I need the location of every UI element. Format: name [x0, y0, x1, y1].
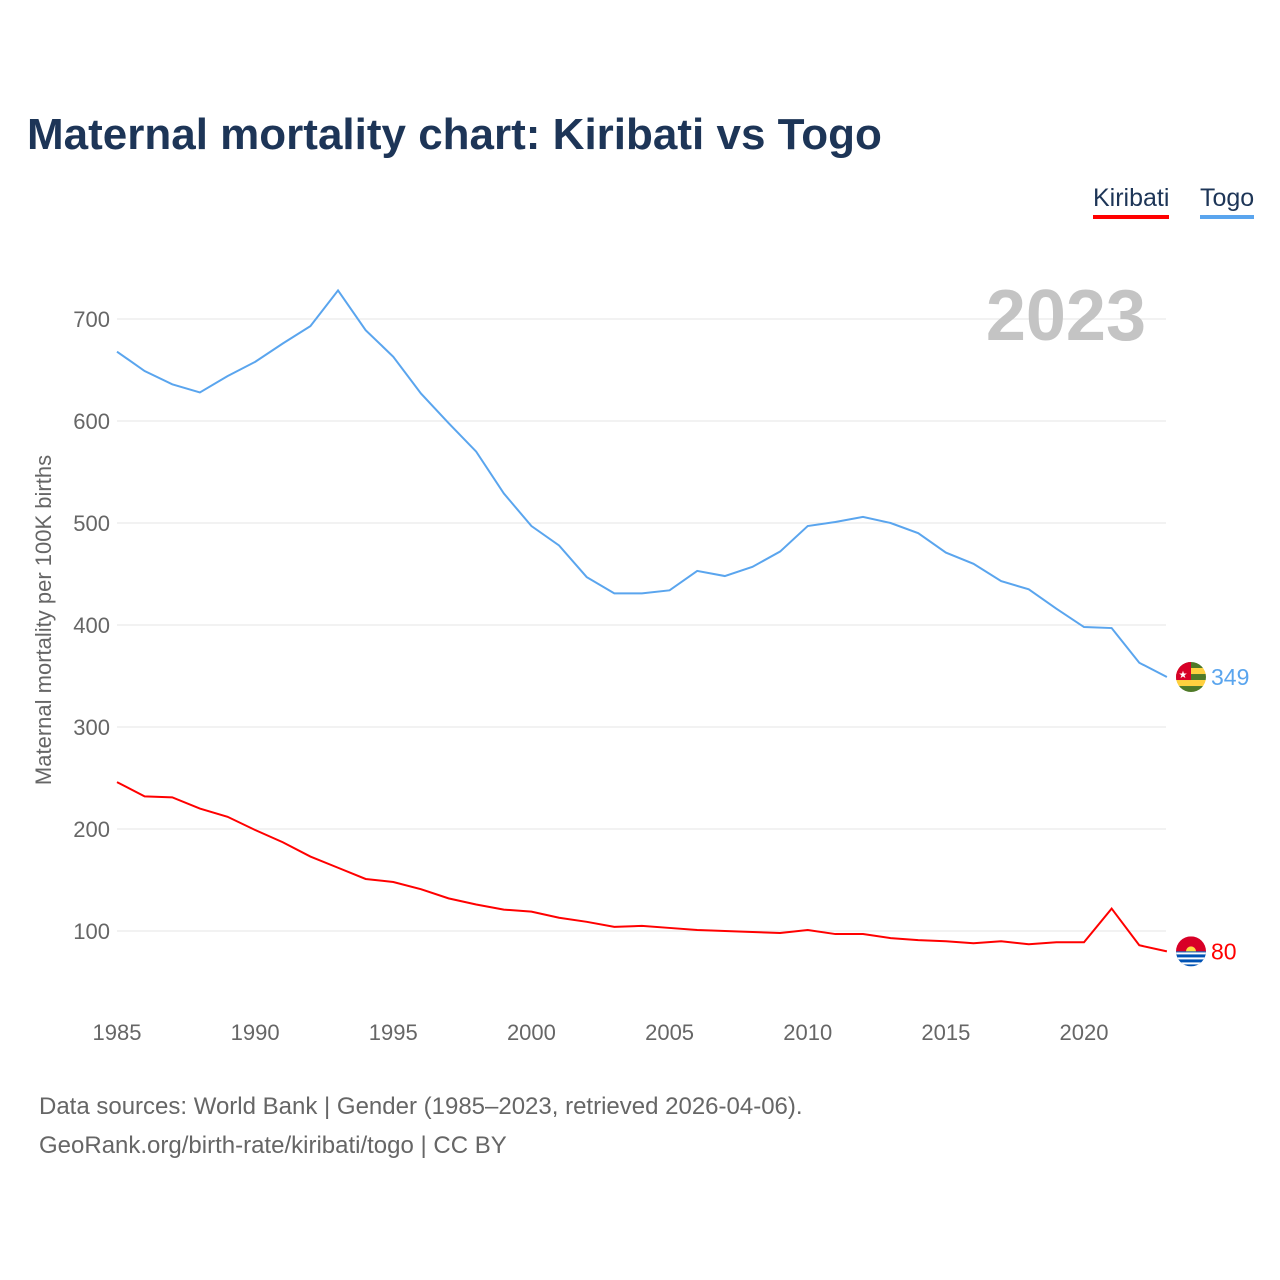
kiribati-flag-icon — [1176, 936, 1206, 967]
x-tick-label: 1995 — [369, 1020, 418, 1045]
end-value-label-togo: 349 — [1211, 664, 1249, 690]
footer-link[interactable]: GeoRank.org/birth-rate/kiribati/togo | C… — [39, 1132, 507, 1159]
series-line-togo — [116, 288, 1168, 678]
y-tick-label: 600 — [73, 409, 110, 434]
footer: Data sources: World Bank | Gender (1985–… — [39, 1087, 803, 1165]
y-axis-label: Maternal mortality per 100K births — [31, 455, 56, 785]
y-tick-label: 400 — [73, 613, 110, 638]
series-line-kiribati — [116, 781, 1168, 953]
y-tick-label: 500 — [73, 511, 110, 536]
x-tick-label: 2020 — [1060, 1020, 1109, 1045]
x-tick-label: 1990 — [231, 1020, 280, 1045]
chart-title: Maternal mortality chart: Kiribati vs To… — [27, 110, 882, 159]
year-watermark: 2023 — [986, 276, 1146, 356]
footer-sources: Data sources: World Bank | Gender (1985–… — [39, 1093, 803, 1120]
togo-flag-icon: ★ — [1176, 662, 1206, 693]
x-tick-label: 2000 — [507, 1020, 556, 1045]
y-tick-label: 700 — [73, 307, 110, 332]
x-tick-label: 1985 — [93, 1020, 142, 1045]
y-tick-label: 100 — [73, 919, 110, 944]
x-tick-label: 2010 — [783, 1020, 832, 1045]
svg-text:★: ★ — [1179, 670, 1188, 681]
x-tick-label: 2005 — [645, 1020, 694, 1045]
end-value-label-kiribati: 80 — [1211, 938, 1237, 964]
x-tick-label: 2015 — [921, 1020, 970, 1045]
y-tick-label: 300 — [73, 715, 110, 740]
legend-togo[interactable]: Togo — [1200, 184, 1255, 219]
y-tick-label: 200 — [73, 817, 110, 842]
legend-kiribati[interactable]: Kiribati — [1093, 184, 1170, 219]
